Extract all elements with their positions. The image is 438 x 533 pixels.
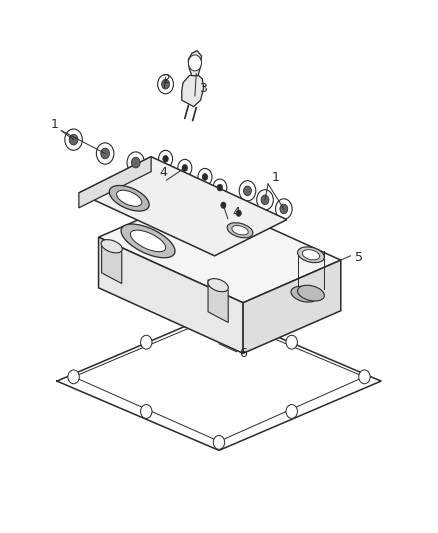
Circle shape — [159, 150, 173, 167]
Circle shape — [280, 204, 288, 214]
Circle shape — [178, 159, 192, 176]
Text: 6: 6 — [239, 347, 247, 360]
Polygon shape — [188, 51, 201, 76]
Ellipse shape — [227, 223, 253, 238]
Circle shape — [158, 75, 173, 94]
Text: 2: 2 — [162, 72, 170, 86]
Ellipse shape — [131, 230, 166, 252]
Circle shape — [101, 148, 110, 159]
Circle shape — [217, 184, 223, 191]
Circle shape — [261, 195, 269, 205]
Ellipse shape — [208, 279, 228, 292]
Circle shape — [202, 174, 208, 180]
Circle shape — [96, 143, 114, 164]
Ellipse shape — [297, 247, 325, 263]
Polygon shape — [102, 241, 122, 284]
Circle shape — [182, 165, 187, 171]
Circle shape — [236, 210, 241, 216]
Polygon shape — [99, 195, 341, 303]
Polygon shape — [182, 74, 204, 107]
Polygon shape — [79, 157, 151, 208]
Ellipse shape — [121, 224, 175, 258]
Circle shape — [127, 152, 145, 173]
Circle shape — [217, 197, 230, 213]
Circle shape — [163, 156, 168, 162]
Text: 4: 4 — [160, 166, 168, 179]
Circle shape — [244, 186, 251, 196]
Ellipse shape — [117, 190, 142, 206]
Ellipse shape — [291, 286, 318, 302]
Circle shape — [68, 370, 79, 384]
Ellipse shape — [297, 285, 325, 301]
Circle shape — [213, 435, 225, 449]
Text: 1: 1 — [272, 171, 279, 184]
Text: 5: 5 — [355, 251, 363, 264]
Circle shape — [213, 179, 227, 196]
Ellipse shape — [302, 249, 320, 260]
Ellipse shape — [232, 225, 248, 235]
Polygon shape — [99, 237, 243, 353]
Circle shape — [257, 190, 273, 210]
Circle shape — [276, 199, 292, 219]
Circle shape — [239, 181, 256, 201]
Ellipse shape — [109, 185, 149, 211]
Circle shape — [65, 129, 82, 150]
Ellipse shape — [101, 240, 122, 253]
Circle shape — [198, 168, 212, 185]
Circle shape — [286, 335, 297, 349]
Text: 3: 3 — [199, 82, 207, 95]
Circle shape — [69, 134, 78, 145]
Circle shape — [286, 405, 297, 418]
Circle shape — [188, 55, 201, 71]
Circle shape — [221, 202, 226, 208]
Text: 1: 1 — [50, 118, 58, 131]
Circle shape — [141, 335, 152, 349]
Text: 4: 4 — [232, 206, 240, 219]
Circle shape — [131, 157, 140, 168]
Polygon shape — [208, 280, 228, 322]
Polygon shape — [79, 157, 287, 256]
Circle shape — [213, 309, 225, 322]
Circle shape — [232, 205, 245, 221]
Circle shape — [359, 370, 370, 384]
Circle shape — [162, 79, 170, 89]
Polygon shape — [243, 260, 341, 353]
Circle shape — [141, 405, 152, 418]
